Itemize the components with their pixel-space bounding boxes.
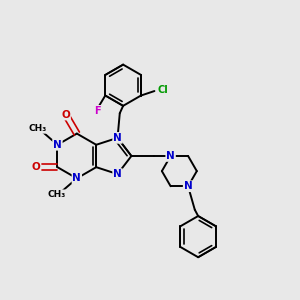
Text: N: N	[73, 173, 81, 183]
Text: F: F	[94, 106, 101, 116]
Text: N: N	[166, 151, 175, 161]
Text: N: N	[53, 140, 62, 150]
Text: O: O	[61, 110, 70, 119]
Text: CH₃: CH₃	[28, 124, 46, 133]
Text: CH₃: CH₃	[48, 190, 66, 199]
Text: O: O	[32, 162, 40, 172]
Text: N: N	[184, 181, 193, 191]
Text: Cl: Cl	[158, 85, 168, 95]
Text: N: N	[113, 169, 122, 179]
Text: N: N	[113, 133, 122, 143]
